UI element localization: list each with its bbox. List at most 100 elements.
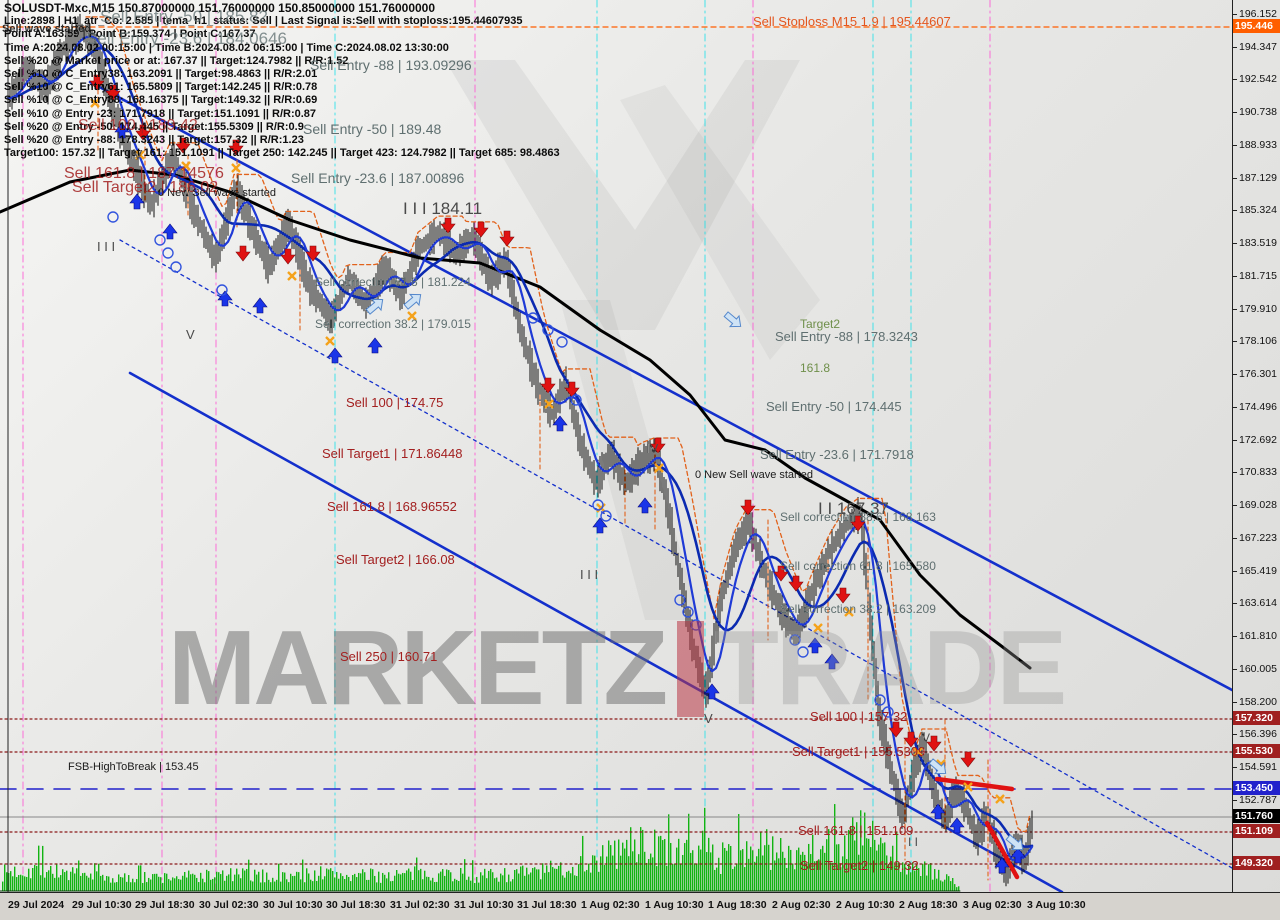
price-tick-label: 172.692 <box>1233 434 1280 446</box>
entry-circle-icon <box>216 284 228 296</box>
axis-tick-mark <box>1233 275 1237 277</box>
time-tick-label: 2 Aug 02:30 <box>772 899 831 911</box>
time-tick-label: 1 Aug 18:30 <box>708 899 767 911</box>
axis-tick-mark <box>1233 635 1237 637</box>
sell-arrow-icon <box>473 221 489 238</box>
fractal-x-icon <box>231 163 241 173</box>
price-tick-label: 176.301 <box>1233 368 1280 380</box>
buy-arrow-icon <box>704 683 720 700</box>
price-tick-label: 165.419 <box>1233 565 1280 577</box>
buy-arrow-icon <box>824 653 840 670</box>
breakout-arrow-icon <box>1005 834 1024 851</box>
fractal-x-icon <box>963 782 973 792</box>
price-tick-label: 190.738 <box>1233 106 1280 118</box>
sell-arrow-icon <box>650 437 666 454</box>
fractal-x-icon <box>90 98 100 108</box>
axis-tick-mark <box>1233 308 1237 310</box>
price-tick-label: 170.833 <box>1233 466 1280 478</box>
price-tick-label: 154.591 <box>1233 761 1280 773</box>
entry-circle-icon <box>556 336 568 348</box>
entry-circle-icon <box>797 646 809 658</box>
price-tick-label: 196.152 <box>1233 8 1280 20</box>
sell-arrow-icon <box>280 248 296 265</box>
axis-tick-mark <box>1233 602 1237 604</box>
entry-circle-icon <box>162 247 174 259</box>
sell-arrow-icon <box>440 217 456 234</box>
price-level-tag: 149.320 <box>1233 856 1280 870</box>
entry-circle-icon <box>682 606 694 618</box>
sell-arrow-icon <box>175 137 191 154</box>
buy-arrow-icon <box>114 122 130 139</box>
fractal-x-icon <box>544 399 554 409</box>
time-tick-label: 30 Jul 10:30 <box>263 899 323 911</box>
price-tick-label: 194.347 <box>1233 41 1280 53</box>
price-tick-label: 158.200 <box>1233 696 1280 708</box>
red-signal-segment <box>934 776 1015 792</box>
entry-circle-icon <box>674 594 686 606</box>
fractal-x-icon <box>181 161 191 171</box>
breakout-arrow-icon <box>723 311 742 328</box>
axis-tick-mark <box>1233 78 1237 80</box>
price-tick-label: 181.715 <box>1233 270 1280 282</box>
price-tick-label: 192.542 <box>1233 73 1280 85</box>
buy-arrow-icon <box>930 803 946 820</box>
time-tick-label: 1 Aug 02:30 <box>581 899 640 911</box>
price-axis[interactable]: 196.152 194.347 192.542 190.738 188.933 187.1… <box>1232 0 1280 904</box>
price-tick-label: 174.496 <box>1233 401 1280 413</box>
entry-circle-icon <box>527 312 539 324</box>
entry-circle-icon <box>154 234 166 246</box>
buy-arrow-icon <box>552 415 568 432</box>
buy-arrow-icon <box>162 223 178 240</box>
axis-tick-mark <box>1233 209 1237 211</box>
axis-tick-mark <box>1233 46 1237 48</box>
entry-circle-icon <box>107 211 119 223</box>
price-level-tag: 153.450 <box>1233 781 1280 795</box>
time-tick-label: 29 Jul 18:30 <box>135 899 195 911</box>
time-tick-label: 30 Jul 18:30 <box>326 899 386 911</box>
entry-circle-icon <box>882 706 894 718</box>
axis-tick-mark <box>1233 766 1237 768</box>
buy-arrow-icon <box>252 297 268 314</box>
entry-circle-icon <box>789 634 801 646</box>
price-chart-canvas[interactable]: MARKETZ TRADE SOLUSDT-Mxc,M15 150.870000… <box>0 0 1232 892</box>
time-tick-label: 31 Jul 02:30 <box>390 899 450 911</box>
fractal-x-icon <box>135 150 145 160</box>
entry-circle-icon <box>600 510 612 522</box>
sell-arrow-icon <box>235 245 251 262</box>
sell-arrow-icon <box>835 587 851 604</box>
axis-tick-mark <box>1233 504 1237 506</box>
fractal-x-icon <box>407 311 417 321</box>
buy-arrow-icon <box>1010 847 1026 864</box>
atr-trail-line <box>85 16 1031 833</box>
time-tick-label: 1 Aug 10:30 <box>645 899 704 911</box>
time-tick-label: 3 Aug 02:30 <box>963 899 1022 911</box>
price-tick-label: 187.129 <box>1233 172 1280 184</box>
entry-circle-icon <box>592 499 604 511</box>
axis-tick-mark <box>1233 242 1237 244</box>
sell-arrow-icon <box>105 84 121 101</box>
sell-arrow-icon <box>499 230 515 247</box>
price-tick-label: 156.396 <box>1233 728 1280 740</box>
entry-circle-icon <box>170 261 182 273</box>
price-level-tag: 151.760 <box>1233 809 1280 823</box>
price-tick-label: 188.933 <box>1233 139 1280 151</box>
sell-arrow-icon <box>740 499 756 516</box>
axis-tick-mark <box>1233 373 1237 375</box>
price-level-tag: 157.320 <box>1233 711 1280 725</box>
entry-circle-icon <box>570 394 582 406</box>
ma-slow-black <box>0 168 1032 670</box>
axis-tick-mark <box>1233 471 1237 473</box>
chart-graphics <box>0 0 1232 892</box>
axis-tick-mark <box>1233 701 1237 703</box>
signal-markers <box>89 74 1026 874</box>
trend-channel-line <box>88 80 1232 692</box>
price-tick-label: 169.028 <box>1233 499 1280 511</box>
fractal-x-icon <box>287 271 297 281</box>
price-tick-label: 161.810 <box>1233 630 1280 642</box>
time-axis[interactable]: 29 Jul 2024 29 Jul 10:30 29 Jul 18:30 30 Ju… <box>0 892 1280 920</box>
time-tick-label: 29 Jul 2024 <box>8 899 65 911</box>
sell-arrow-icon <box>903 731 919 748</box>
sell-arrow-icon <box>888 721 904 738</box>
price-tick-label: 178.106 <box>1233 335 1280 347</box>
